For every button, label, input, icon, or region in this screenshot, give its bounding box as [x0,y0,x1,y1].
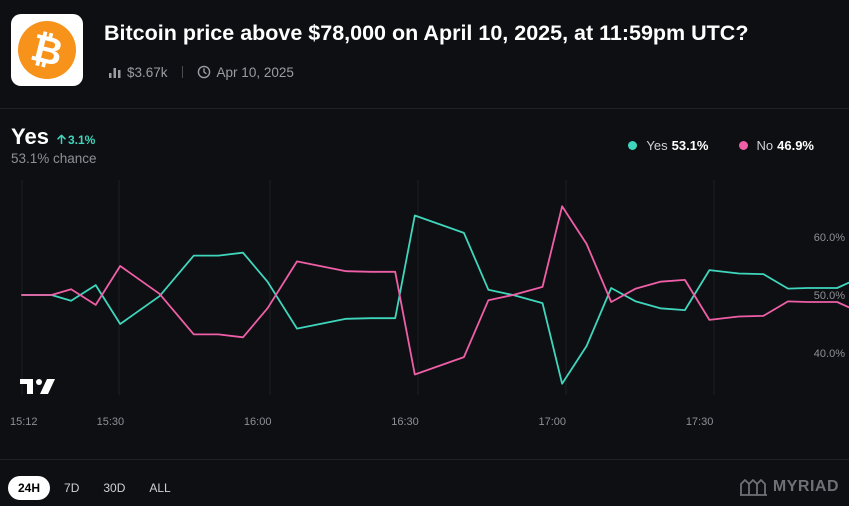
meta-divider [181,66,183,78]
tradingview-logo-part-3 [40,379,55,394]
legend-value-yes: 53.1% [671,138,709,153]
range-30d[interactable]: 30D [103,481,126,495]
outcome-header: Yes 3.1% [11,124,95,150]
legend-dot-yes [628,141,638,150]
volume-value: $3.67k [127,64,168,80]
series-line-yes [21,214,849,385]
tradingview-logo-part-1 [20,379,33,394]
brand-name: MYRIAD [772,478,839,495]
clock-icon [197,65,210,79]
x-tick-label-2: 16:00 [244,416,272,428]
market-meta: $3.67k Apr 10, 2025 [109,64,294,80]
tradingview-logo-part-2 [36,379,42,385]
chart-legend: Yes 53.1% No 46.9% [598,138,814,153]
outcome-change-value: 3.1% [67,133,96,147]
legend-label-no: No [756,138,774,153]
outcome-change: 3.1% [57,133,95,147]
range-24h[interactable]: 24H [8,476,51,500]
x-tick-label-0: 15:12 [10,416,38,428]
x-tick-label-5: 17:30 [686,416,714,428]
y-tick-label-0: 40.0% [814,348,845,360]
x-tick-label-3: 16:30 [391,416,419,428]
time-range-selector: 24H 7D 30D ALL [8,476,185,500]
market-logo: ₿ [11,14,83,86]
header-divider [0,108,849,109]
legend-item-yes[interactable]: Yes 53.1% [628,138,709,153]
outcome-label: Yes [11,124,49,149]
legend-dot-no [738,141,748,150]
market-title: Bitcoin price above $78,000 on April 10,… [104,21,749,45]
price-chart[interactable]: 40.0% 50.0% 60.0% 15:12 15:30 16:00 16:30 17:00… [0,170,849,440]
footer-divider [0,459,849,460]
arrow-up-icon [57,134,66,145]
bitcoin-icon: ₿ [18,21,76,79]
range-7d[interactable]: 7D [64,481,80,495]
legend-label-yes: Yes [646,138,668,153]
myriad-logo-icon [739,479,767,496]
range-all[interactable]: ALL [149,481,171,495]
tradingview-logo-icon [20,379,55,394]
outcome-chance: 53.1% chance [11,151,97,166]
bar-chart-icon [109,68,121,78]
myriad-brand: MYRIAD [739,478,839,496]
legend-item-no[interactable]: No 46.9% [738,138,814,153]
x-tick-label-4: 17:00 [539,416,567,428]
series-line-no [21,205,849,376]
x-tick-label-1: 15:30 [97,416,125,428]
y-tick-label-1: 50.0% [814,290,845,302]
y-tick-label-2: 60.0% [814,232,845,244]
legend-value-no: 46.9% [777,138,814,153]
end-date: Apr 10, 2025 [216,64,294,80]
